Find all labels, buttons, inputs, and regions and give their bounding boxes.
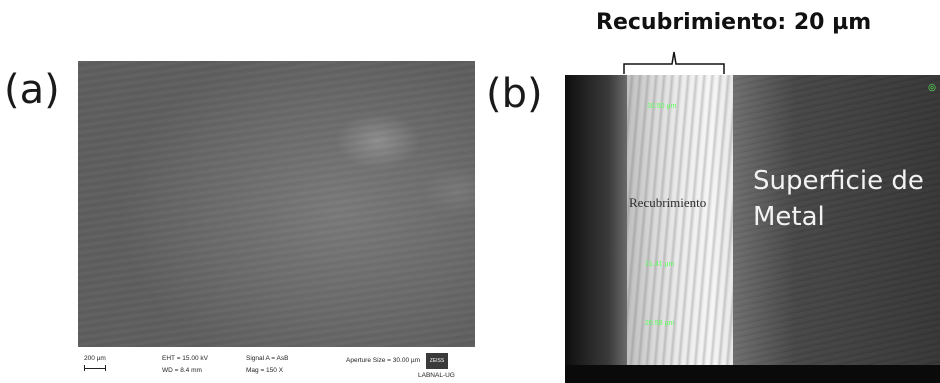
corner-marker-icon: ◎ bbox=[928, 83, 936, 93]
coating-layer bbox=[627, 75, 733, 365]
sem-surface-image bbox=[78, 61, 475, 347]
measurement-label: 20.58 µm bbox=[645, 320, 675, 327]
metal-label-line2: Metal bbox=[753, 202, 825, 232]
coating-brace bbox=[623, 51, 725, 74]
image-bottom-bar bbox=[565, 365, 940, 383]
wd-value: WD = 8.4 mm bbox=[162, 367, 202, 374]
sem-info-bar: 200 µm EHT = 15.00 kV WD = 8.4 mm Signal… bbox=[78, 347, 475, 382]
coating-thickness-title: Recubrimiento: 20 µm bbox=[596, 10, 872, 35]
metal-surface-region bbox=[733, 75, 940, 365]
panel-b-label: (b) bbox=[486, 71, 543, 117]
background-region bbox=[565, 75, 627, 365]
lab-name: LABNAL-UG bbox=[418, 372, 455, 379]
mag-value: Mag = 150 X bbox=[246, 367, 284, 374]
scale-bar bbox=[84, 365, 106, 371]
measurement-label: 20.50 µm bbox=[647, 103, 677, 110]
zeiss-logo: ZEISS bbox=[426, 353, 448, 369]
sem-image-panel-b: 20.50 µm 21.41 µm 20.58 µm Recubrimiento… bbox=[565, 75, 940, 383]
aperture-value: Aperture Size = 30.00 µm bbox=[346, 357, 421, 364]
coating-label: Recubrimiento bbox=[629, 195, 707, 210]
measurement-label: 21.41 µm bbox=[645, 261, 675, 268]
metal-surface-label: Superficie de Metal bbox=[753, 163, 924, 235]
metal-label-line1: Superficie de bbox=[753, 166, 924, 196]
panel-a-label: (a) bbox=[4, 67, 60, 113]
scale-bar-label: 200 µm bbox=[84, 355, 106, 362]
eht-value: EHT = 15.00 kV bbox=[162, 355, 208, 362]
signal-value: Signal A = AsB bbox=[246, 355, 289, 362]
sem-image-panel-a: 200 µm EHT = 15.00 kV WD = 8.4 mm Signal… bbox=[78, 61, 475, 382]
